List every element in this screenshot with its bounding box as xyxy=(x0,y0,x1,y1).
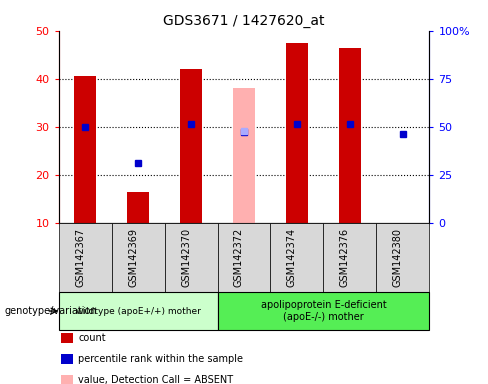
Bar xyxy=(181,69,202,223)
Text: GSM142380: GSM142380 xyxy=(393,228,403,287)
Text: GSM142372: GSM142372 xyxy=(234,228,244,287)
Text: count: count xyxy=(78,333,106,343)
Bar xyxy=(75,76,96,223)
Text: wildtype (apoE+/+) mother: wildtype (apoE+/+) mother xyxy=(76,306,201,316)
Bar xyxy=(233,88,255,223)
Text: GSM142376: GSM142376 xyxy=(340,228,350,287)
Bar xyxy=(286,43,307,223)
Text: GSM142369: GSM142369 xyxy=(128,228,138,287)
Text: genotype/variation: genotype/variation xyxy=(5,306,98,316)
Bar xyxy=(339,48,361,223)
Text: GSM142374: GSM142374 xyxy=(287,228,297,287)
Text: GSM142370: GSM142370 xyxy=(181,228,191,287)
Text: percentile rank within the sample: percentile rank within the sample xyxy=(78,354,243,364)
Text: GSM142367: GSM142367 xyxy=(75,228,85,287)
Text: apolipoprotein E-deficient
(apoE-/-) mother: apolipoprotein E-deficient (apoE-/-) mot… xyxy=(261,300,386,322)
Title: GDS3671 / 1427620_at: GDS3671 / 1427620_at xyxy=(163,14,325,28)
Bar xyxy=(127,192,149,223)
Text: value, Detection Call = ABSENT: value, Detection Call = ABSENT xyxy=(78,375,233,384)
